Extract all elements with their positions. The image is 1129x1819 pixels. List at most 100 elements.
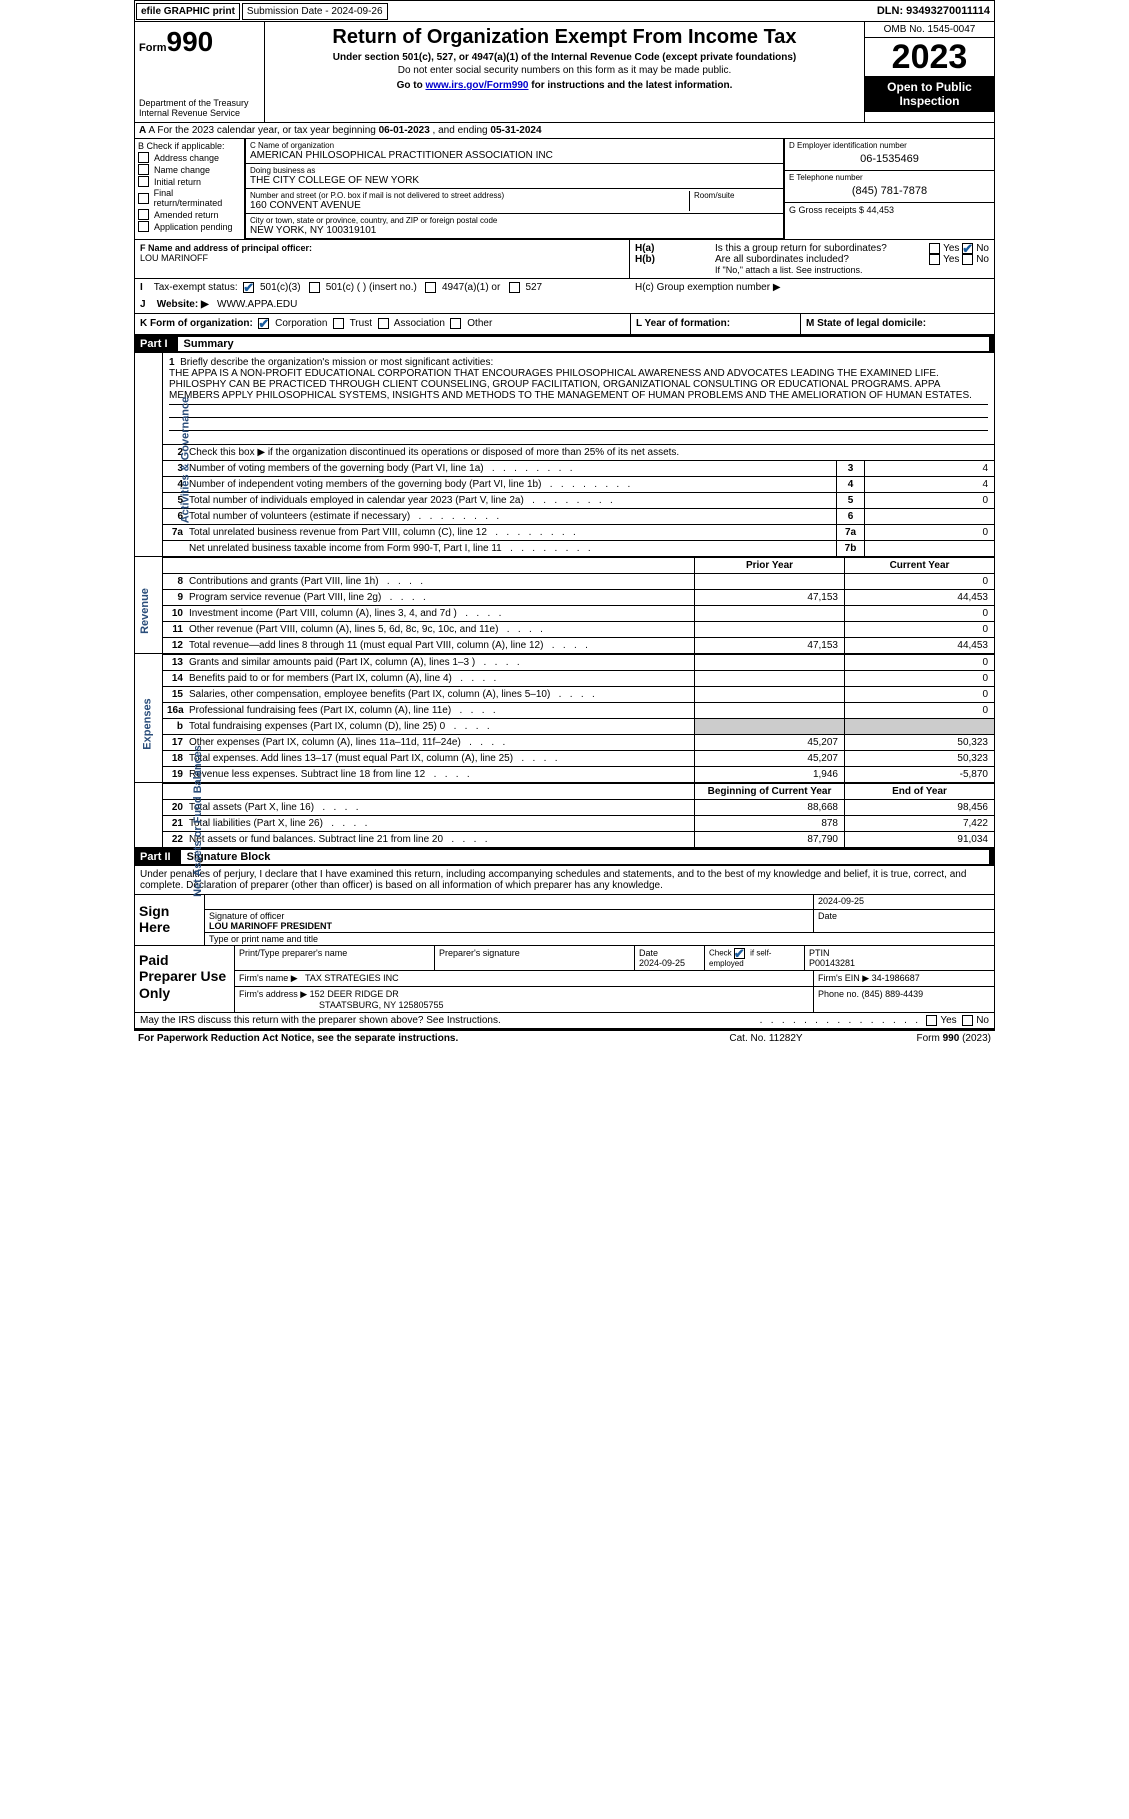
c-street-lbl: Number and street (or P.O. box if mail i… xyxy=(250,191,689,200)
d-tel-lbl: E Telephone number xyxy=(789,173,990,182)
hb-no[interactable] xyxy=(962,254,973,265)
vert-governance: Activities & Governance xyxy=(179,397,191,524)
vert-revenue: Revenue xyxy=(138,588,150,634)
data-row: 11Other revenue (Part VIII, column (A), … xyxy=(163,621,994,637)
row-a: A A For the 2023 calendar year, or tax y… xyxy=(134,123,995,139)
gov-row: 7aTotal unrelated business revenue from … xyxy=(163,524,994,540)
part1-expenses: Expenses 13Grants and similar amounts pa… xyxy=(134,654,995,783)
data-row: 19Revenue less expenses. Subtract line 1… xyxy=(163,766,994,782)
tax-year: 2023 xyxy=(865,38,994,76)
ha-no[interactable] xyxy=(962,243,973,254)
header-sub: Under section 501(c), 527, or 4947(a)(1)… xyxy=(273,52,856,63)
c-room-lbl: Room/suite xyxy=(694,191,779,200)
data-row: bTotal fundraising expenses (Part IX, co… xyxy=(163,718,994,734)
irs-label: Internal Revenue Service xyxy=(139,108,260,118)
hb-yes[interactable] xyxy=(929,254,940,265)
c-name-lbl: C Name of organization xyxy=(250,141,779,150)
c-city: NEW YORK, NY 100319101 xyxy=(250,225,779,236)
row-k: K Form of organization: Corporation Trus… xyxy=(134,314,995,334)
top-bar: efile GRAPHIC print Submission Date - 20… xyxy=(134,0,995,22)
i-501c3[interactable] xyxy=(243,282,254,293)
discuss-yes[interactable] xyxy=(926,1015,937,1026)
d-gross-lbl: G Gross receipts $ xyxy=(789,205,867,215)
c-name: AMERICAN PHILOSOPHICAL PRACTITIONER ASSO… xyxy=(250,150,779,161)
f-lbl: F Name and address of principal officer: xyxy=(140,243,312,253)
d-ein: 06-1535469 xyxy=(789,150,990,168)
d-tel: (845) 781-7878 xyxy=(789,182,990,200)
part1-header: Part I Summary xyxy=(134,335,995,353)
omb-number: OMB No. 1545-0047 xyxy=(865,22,994,38)
data-row: 9Program service revenue (Part VIII, lin… xyxy=(163,589,994,605)
sign-here-label: Sign Here xyxy=(135,895,205,945)
k-other[interactable] xyxy=(450,318,461,329)
form-title: Return of Organization Exempt From Incom… xyxy=(273,26,856,49)
discuss-row: May the IRS discuss this return with the… xyxy=(134,1013,995,1029)
open-inspection: Open to Public Inspection xyxy=(865,76,994,112)
b-option[interactable]: Address change xyxy=(138,152,241,163)
form-prefix: Form xyxy=(139,42,167,54)
data-row: 18Total expenses. Add lines 13–17 (must … xyxy=(163,750,994,766)
c-dba: THE CITY COLLEGE OF NEW YORK xyxy=(250,175,779,186)
submission-date: Submission Date - 2024-09-26 xyxy=(242,3,388,20)
part1-revenue: Revenue Prior Year Current Year 8Contrib… xyxy=(134,557,995,654)
b-option[interactable]: Final return/terminated xyxy=(138,188,241,208)
c-city-lbl: City or town, state or province, country… xyxy=(250,216,779,225)
goto-link[interactable]: www.irs.gov/Form990 xyxy=(425,80,528,91)
penalties-text: Under penalties of perjury, I declare th… xyxy=(134,866,995,894)
vert-expenses: Expenses xyxy=(141,698,153,749)
d-ein-lbl: D Employer identification number xyxy=(789,141,990,150)
data-row: 8Contributions and grants (Part VIII, li… xyxy=(163,573,994,589)
i-4947[interactable] xyxy=(425,282,436,293)
ha-yes[interactable] xyxy=(929,243,940,254)
website: WWW.APPA.EDU xyxy=(217,299,297,310)
data-row: 10Investment income (Part VIII, column (… xyxy=(163,605,994,621)
data-row: 21Total liabilities (Part X, line 26) . … xyxy=(163,815,994,831)
i-501c[interactable] xyxy=(309,282,320,293)
mission-text: THE APPA IS A NON-PROFIT EDUCATIONAL COR… xyxy=(169,368,972,401)
row-f-h: F Name and address of principal officer:… xyxy=(134,240,995,279)
i-527[interactable] xyxy=(509,282,520,293)
prep-block: Paid Preparer Use Only Print/Type prepar… xyxy=(134,946,995,1013)
data-row: 16aProfessional fundraising fees (Part I… xyxy=(163,702,994,718)
row-i: I Tax-exempt status: 501(c)(3) 501(c) ( … xyxy=(134,279,995,296)
b-option[interactable]: Name change xyxy=(138,164,241,175)
gov-row: 3Number of voting members of the governi… xyxy=(163,460,994,476)
sign-block: Sign Here 2024-09-25 Signature of office… xyxy=(134,894,995,946)
gov-row: 6Total number of volunteers (estimate if… xyxy=(163,508,994,524)
header-sub2: Do not enter social security numbers on … xyxy=(273,65,856,76)
part2-header: Part II Signature Block xyxy=(134,848,995,866)
k-assoc[interactable] xyxy=(378,318,389,329)
gov-row: 4Number of independent voting members of… xyxy=(163,476,994,492)
c-street: 160 CONVENT AVENUE xyxy=(250,200,689,211)
gov-row: 5Total number of individuals employed in… xyxy=(163,492,994,508)
c-dba-lbl: Doing business as xyxy=(250,166,779,175)
k-corp[interactable] xyxy=(258,318,269,329)
dept-label: Department of the Treasury xyxy=(139,98,260,108)
row-j: J Website: ▶ WWW.APPA.EDU xyxy=(134,296,995,314)
footer: For Paperwork Reduction Act Notice, see … xyxy=(134,1029,995,1046)
b-option[interactable]: Initial return xyxy=(138,176,241,187)
part1-gov: Activities & Governance 1 Briefly descri… xyxy=(134,353,995,557)
data-row: 12Total revenue—add lines 8 through 11 (… xyxy=(163,637,994,653)
paid-preparer-label: Paid Preparer Use Only xyxy=(135,946,235,1012)
data-row: 15Salaries, other compensation, employee… xyxy=(163,686,994,702)
gov-row: Net unrelated business taxable income fr… xyxy=(163,540,994,556)
efile-label: efile GRAPHIC print xyxy=(136,3,240,20)
b-option[interactable]: Application pending xyxy=(138,221,241,232)
col-d: D Employer identification number 06-1535… xyxy=(784,139,994,239)
data-row: 20Total assets (Part X, line 16) . . . .… xyxy=(163,799,994,815)
col-b: B Check if applicable: Address changeNam… xyxy=(135,139,245,239)
discuss-no[interactable] xyxy=(962,1015,973,1026)
col-c: C Name of organization AMERICAN PHILOSOP… xyxy=(245,139,784,239)
dln: DLN: 93493270011114 xyxy=(877,5,994,17)
data-row: 22Net assets or fund balances. Subtract … xyxy=(163,831,994,847)
b-option[interactable]: Amended return xyxy=(138,209,241,220)
data-row: 14Benefits paid to or for members (Part … xyxy=(163,670,994,686)
data-row: 13Grants and similar amounts paid (Part … xyxy=(163,654,994,670)
goto-text: Go to www.irs.gov/Form990 for instructio… xyxy=(273,80,856,91)
form-header: Form990 Department of the Treasury Inter… xyxy=(134,22,995,123)
self-emp-check[interactable] xyxy=(734,948,745,959)
f-val: LOU MARINOFF xyxy=(140,253,624,263)
d-gross: 44,453 xyxy=(867,205,895,215)
k-trust[interactable] xyxy=(333,318,344,329)
